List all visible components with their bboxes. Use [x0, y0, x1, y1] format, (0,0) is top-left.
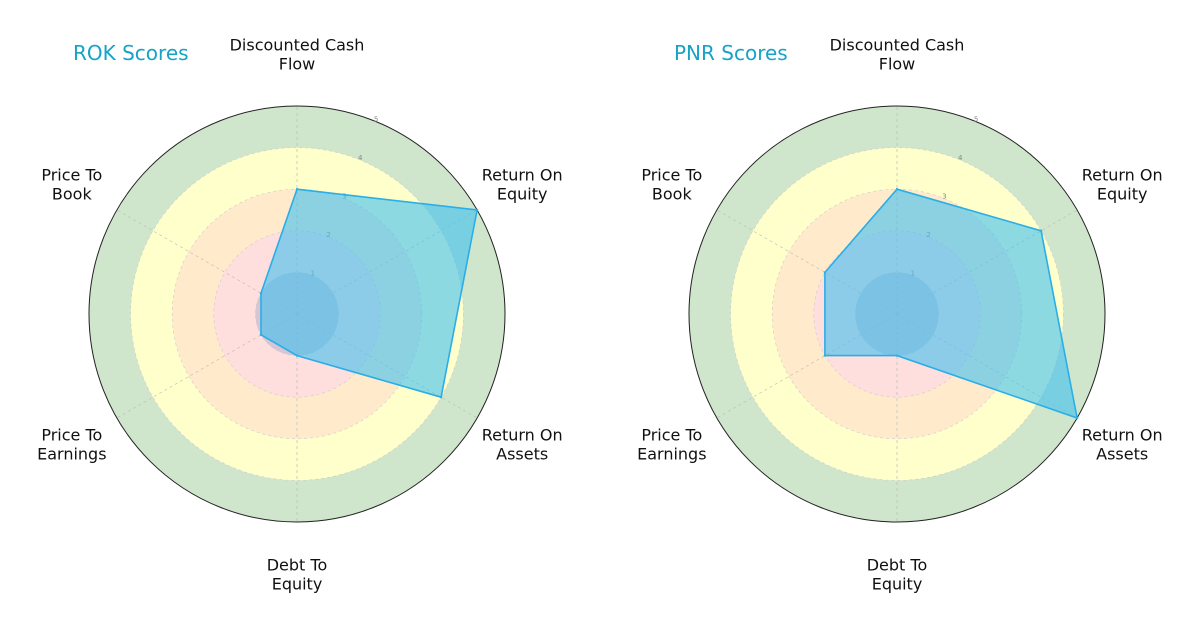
- pnr-point-4: [895, 354, 899, 357]
- pnr-spoke-6: [716, 209, 898, 315]
- pnr-axis-label-2-line-1: Return On: [1082, 166, 1163, 185]
- rok-grid-ring-4: [130, 147, 464, 481]
- rok-axis-label-3-line-2: Assets: [496, 445, 548, 464]
- rok-axis-label-1: Discounted Cash Flow: [230, 36, 365, 74]
- rok-tick-4: 4: [358, 154, 363, 162]
- pnr-point-1: [895, 188, 899, 191]
- rok-axis-label-4-line-2: Equity: [272, 575, 323, 594]
- rok-point-6: [259, 292, 263, 295]
- rok-axis-label-6-line-2: Book: [52, 185, 93, 204]
- rok-axis-label-5-line-1: Price To: [41, 426, 102, 445]
- pnr-tick-3: 3: [942, 193, 946, 201]
- pnr-axis-label-5-line-1: Price To: [641, 426, 702, 445]
- pnr-tick-5: 5: [974, 116, 978, 124]
- pnr-axis-label-2: Return On Equity: [1082, 166, 1163, 204]
- rok-outer-ring: [88, 105, 506, 523]
- pnr-radar-panel: PNR Scores 12345 Discounted CashFlowRetu…: [637, 36, 1163, 594]
- pnr-spoke-5: [716, 313, 898, 419]
- rok-spoke-5: [116, 313, 298, 419]
- pnr-point-3: [1075, 416, 1079, 420]
- rok-axis-label-4-line-1: Debt To: [267, 556, 328, 575]
- rok-axis-label-5: Price To Earnings: [37, 426, 106, 464]
- rok-axis-label-1-line-1: Discounted Cash: [230, 36, 365, 55]
- pnr-axis-label-5-line-2: Earnings: [637, 445, 706, 464]
- pnr-point-5: [823, 354, 827, 357]
- rok-axis-label-6: Price To Book: [41, 166, 102, 204]
- pnr-axis-label-6-line-2: Book: [652, 185, 693, 204]
- rok-chart-title: ROK Scores: [73, 41, 189, 65]
- rok-axis-label-1-line-2: Flow: [279, 55, 316, 74]
- pnr-axis-label-4-line-1: Debt To: [867, 556, 928, 575]
- pnr-outer-ring: [688, 105, 1106, 523]
- rok-point-1: [295, 188, 299, 191]
- rok-tick-5: 5: [374, 116, 378, 124]
- pnr-axis-label-6-line-1: Price To: [641, 166, 702, 185]
- pnr-axis-label-6: Price To Book: [641, 166, 702, 204]
- rok-axis-label-6-line-1: Price To: [41, 166, 102, 185]
- pnr-grid-ring-4: [730, 147, 1064, 481]
- rok-point-5: [259, 333, 263, 336]
- pnr-axis-label-2-line-2: Equity: [1097, 185, 1148, 204]
- pnr-point-6: [823, 271, 827, 274]
- rok-axis-label-2-line-1: Return On: [482, 166, 563, 185]
- rok-point-4: [295, 354, 299, 357]
- pnr-axis-label-3-line-2: Assets: [1096, 445, 1148, 464]
- rok-axis-label-3-line-1: Return On: [482, 426, 563, 445]
- rok-axis-label-2-line-2: Equity: [497, 185, 548, 204]
- rok-point-2: [475, 208, 479, 212]
- pnr-axis-label-4-line-2: Equity: [872, 575, 923, 594]
- pnr-axis-label-3: Return On Assets: [1082, 426, 1163, 464]
- pnr-axis-label-1: Discounted Cash Flow: [830, 36, 965, 74]
- rok-axis-label-3: Return On Assets: [482, 426, 563, 464]
- pnr-axis-label-1-line-1: Discounted Cash: [830, 36, 965, 55]
- pnr-axis-label-1-line-2: Flow: [879, 55, 916, 74]
- rok-point-3: [439, 396, 443, 399]
- rok-spoke-6: [116, 209, 298, 315]
- pnr-axis-label-3-line-1: Return On: [1082, 426, 1163, 445]
- rok-score-series: [259, 188, 479, 399]
- rok-axis-label-5-line-2: Earnings: [37, 445, 106, 464]
- pnr-score-series: [823, 188, 1079, 420]
- pnr-axis-label-4: Debt To Equity: [867, 556, 928, 594]
- rok-radar-panel: ROK Scores 12345 Discounted CashFlowRetu…: [37, 36, 563, 594]
- pnr-tick-4: 4: [958, 154, 963, 162]
- pnr-chart-title: PNR Scores: [674, 41, 788, 65]
- pnr-point-2: [1039, 229, 1043, 232]
- rok-axis-label-4: Debt To Equity: [267, 556, 328, 594]
- pnr-axis-label-5: Price To Earnings: [637, 426, 706, 464]
- rok-axis-label-2: Return On Equity: [482, 166, 563, 204]
